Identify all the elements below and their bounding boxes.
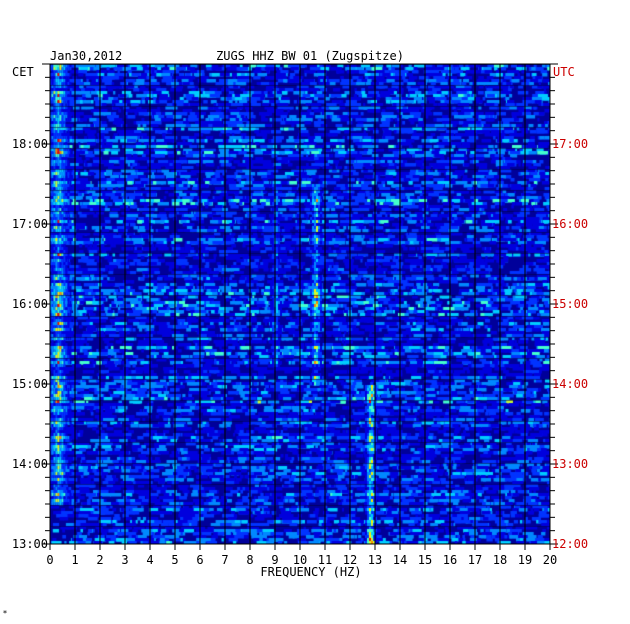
utc-tick-label: 14:00 — [552, 377, 588, 391]
x-tick-label: 17 — [468, 553, 482, 567]
x-tick-label: 9 — [271, 553, 278, 567]
cet-tick-label: 13:00 — [12, 537, 48, 551]
utc-axis-label: UTC — [553, 65, 575, 79]
x-axis-title: FREQUENCY (HZ) — [260, 565, 361, 579]
x-tick-label: 3 — [121, 553, 128, 567]
x-tick-label: 10 — [293, 553, 307, 567]
utc-tick-label: 13:00 — [552, 457, 588, 471]
cet-tick-label: 18:00 — [12, 137, 48, 151]
utc-time-axis: 12:00 13:00 14:00 15:00 16:00 17:00 — [550, 63, 588, 551]
x-tick-label: 14 — [393, 553, 407, 567]
x-tick-label: 19 — [518, 553, 532, 567]
x-tick-label: 2 — [96, 553, 103, 567]
cet-tick-label: 17:00 — [12, 217, 48, 231]
x-tick-label: 16 — [443, 553, 457, 567]
x-axis: 0 1 2 3 4 5 6 7 8 9 10 11 12 13 14 15 16 17 18 19 20 — [46, 544, 557, 567]
footer-mark: * — [3, 609, 7, 618]
x-tick-label: 20 — [543, 553, 557, 567]
x-tick-label: 7 — [221, 553, 228, 567]
chart-date: Jan30,2012 — [50, 49, 122, 63]
cet-time-axis: 13:00 14:00 15:00 16:00 17:00 18:00 — [12, 63, 50, 551]
utc-tick-label: 15:00 — [552, 297, 588, 311]
chart-title: ZUGS HHZ BW 01 (Zugspitze) — [216, 49, 404, 63]
utc-tick-label: 12:00 — [552, 537, 588, 551]
frequency-gridlines — [49, 64, 551, 544]
x-tick-label: 11 — [318, 553, 332, 567]
x-tick-label: 15 — [418, 553, 432, 567]
cet-axis-label: CET — [12, 65, 34, 79]
x-tick-label: 13 — [368, 553, 382, 567]
utc-tick-label: 16:00 — [552, 217, 588, 231]
x-tick-label: 5 — [171, 553, 178, 567]
x-tick-label: 0 — [46, 553, 53, 567]
utc-tick-label: 17:00 — [552, 137, 588, 151]
cet-tick-label: 15:00 — [12, 377, 48, 391]
cet-tick-label: 14:00 — [12, 457, 48, 471]
x-tick-label: 8 — [246, 553, 253, 567]
x-tick-label: 6 — [196, 553, 203, 567]
x-tick-label: 1 — [71, 553, 78, 567]
x-tick-label: 4 — [146, 553, 153, 567]
cet-tick-label: 16:00 — [12, 297, 48, 311]
x-tick-label: 12 — [343, 553, 357, 567]
plot-frame — [49, 63, 551, 545]
x-tick-label: 18 — [493, 553, 507, 567]
